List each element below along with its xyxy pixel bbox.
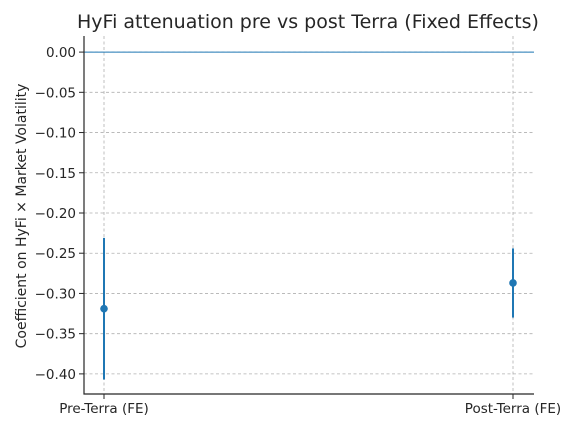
x-tick-label: Pre-Terra (FE): [59, 401, 149, 417]
y-tick-label: −0.30: [35, 286, 76, 302]
data-point: [509, 279, 517, 287]
y-axis-label: Coefficient on HyFi × Market Volatility: [14, 84, 30, 349]
y-tick-label: −0.05: [35, 85, 76, 101]
y-tick-label: −0.35: [35, 327, 76, 343]
data-point: [100, 304, 108, 313]
axis-spines: [83, 36, 534, 395]
marks-layer: [100, 237, 517, 380]
y-tick-label: −0.25: [35, 246, 76, 262]
chart-title: HyFi attenuation pre vs post Terra (Fixe…: [77, 11, 539, 33]
y-tick-label: −0.20: [35, 206, 76, 222]
y-tick-label: −0.15: [35, 166, 76, 182]
y-tick-label: −0.40: [35, 367, 76, 383]
axes-layer: 0.00 −0.05 −0.10 −0.15 −0.20 −0.25 −0.30 −0.35 −…: [35, 36, 561, 417]
grid-layer: [84, 36, 534, 394]
y-tick-label: 0.00: [46, 45, 76, 61]
x-tick-label: Post-Terra (FE): [465, 401, 561, 417]
y-tick-label: −0.10: [35, 126, 76, 142]
